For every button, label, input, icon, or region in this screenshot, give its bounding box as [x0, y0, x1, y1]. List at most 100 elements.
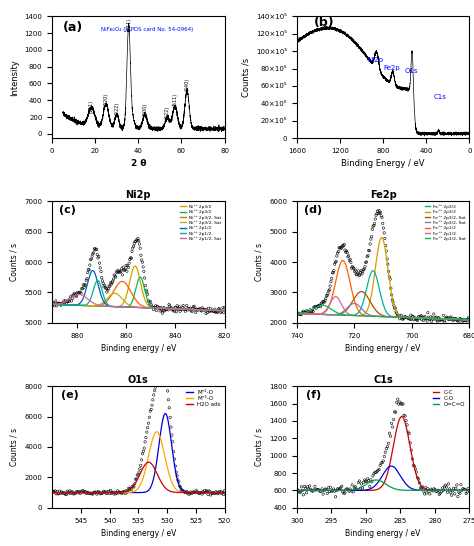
- Point: [109, 488, 117, 496]
- Point: [100, 488, 108, 496]
- Point: [132, 237, 139, 246]
- Point: [449, 316, 457, 324]
- Point: [368, 232, 375, 241]
- Point: [440, 316, 448, 325]
- Point: [438, 315, 446, 324]
- Point: [461, 316, 469, 325]
- Point: [139, 263, 147, 271]
- Point: [465, 316, 473, 325]
- Point: [114, 486, 121, 495]
- Point: [437, 316, 444, 324]
- Point: [100, 282, 108, 291]
- Point: [110, 490, 118, 498]
- Point: [72, 292, 80, 300]
- Point: [111, 488, 118, 497]
- Point: [159, 309, 166, 318]
- Point: [139, 447, 147, 455]
- Point: [462, 316, 469, 325]
- Point: [176, 307, 184, 316]
- Point: [101, 281, 109, 290]
- Point: [403, 313, 411, 322]
- Point: [456, 314, 464, 323]
- Point: [459, 317, 466, 325]
- Point: [72, 489, 79, 497]
- Point: [377, 211, 385, 220]
- Point: [73, 487, 81, 496]
- Point: [298, 483, 305, 491]
- Point: [434, 317, 441, 325]
- Point: [145, 296, 152, 305]
- Point: [322, 485, 330, 494]
- Point: [52, 296, 60, 305]
- Point: [327, 277, 335, 286]
- Point: [91, 244, 99, 253]
- Point: [83, 275, 91, 283]
- Point: [49, 298, 57, 307]
- Point: [396, 314, 403, 323]
- Point: [428, 486, 436, 495]
- Point: [395, 400, 402, 408]
- Point: [419, 313, 427, 322]
- Point: [328, 274, 336, 283]
- Point: [192, 308, 200, 317]
- Point: [211, 489, 219, 497]
- Point: [179, 303, 186, 312]
- Point: [167, 423, 175, 431]
- Point: [422, 314, 429, 323]
- Point: [178, 305, 185, 313]
- Point: [438, 315, 445, 324]
- Point: [342, 485, 350, 494]
- Point: [63, 299, 70, 307]
- Point: [311, 302, 319, 311]
- Point: [294, 309, 301, 318]
- Point: [179, 301, 187, 310]
- Point: [392, 304, 399, 312]
- Point: [340, 240, 348, 249]
- Point: [383, 442, 391, 451]
- Point: [205, 486, 213, 495]
- Point: [186, 489, 194, 497]
- Point: [136, 240, 143, 248]
- Point: [151, 304, 159, 312]
- Point: [177, 305, 185, 314]
- Point: [91, 245, 98, 253]
- Point: [196, 305, 203, 313]
- Point: [106, 489, 113, 498]
- Point: [91, 488, 98, 497]
- Point: [463, 316, 470, 324]
- Point: [75, 488, 82, 496]
- Point: [356, 271, 364, 280]
- Point: [398, 400, 406, 408]
- Point: [154, 302, 161, 311]
- Point: [53, 487, 61, 496]
- Point: [436, 490, 443, 499]
- Y-axis label: Counts / s: Counts / s: [255, 243, 264, 281]
- Point: [346, 485, 354, 494]
- Point: [150, 390, 157, 399]
- Point: [138, 256, 146, 264]
- Point: [51, 488, 58, 496]
- Point: [79, 486, 87, 495]
- Point: [81, 280, 89, 289]
- Point: [411, 313, 419, 322]
- Point: [350, 264, 358, 273]
- Point: [404, 428, 412, 436]
- Y-axis label: Counts / s: Counts / s: [10, 243, 19, 281]
- Point: [57, 489, 64, 498]
- X-axis label: Binding Energy / eV: Binding Energy / eV: [341, 159, 425, 168]
- Point: [307, 307, 315, 316]
- Point: [204, 304, 212, 312]
- Point: [335, 247, 342, 256]
- Point: [405, 429, 413, 438]
- Point: [456, 489, 464, 497]
- Point: [360, 478, 367, 486]
- Point: [346, 255, 354, 264]
- Point: [194, 488, 201, 496]
- Point: [64, 296, 72, 305]
- Point: [431, 313, 439, 322]
- Point: [219, 304, 227, 312]
- Point: [445, 315, 452, 324]
- Point: [297, 488, 304, 497]
- Point: [84, 268, 91, 277]
- Point: [410, 315, 418, 324]
